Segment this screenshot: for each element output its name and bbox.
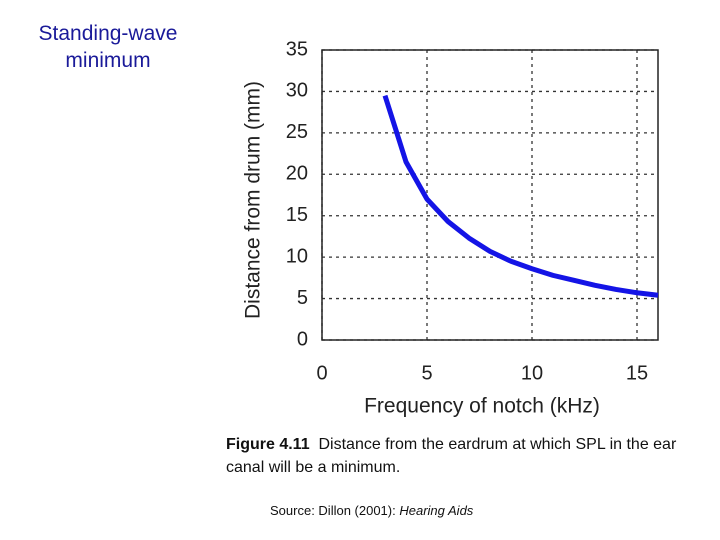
slide-heading: Standing-wave minimum <box>38 22 178 72</box>
caption-text: Distance from the eardrum at which SPL i… <box>226 436 677 476</box>
source-note: Source: Dillon (2001): Hearing Aids <box>270 503 473 518</box>
x-tick-label: 5 <box>421 362 432 384</box>
x-axis-label: Frequency of notch (kHz) <box>364 395 600 418</box>
y-tick-label: 35 <box>286 38 308 60</box>
source-prefix: Source: Dillon (2001): <box>270 503 396 518</box>
y-tick-label: 15 <box>286 204 308 226</box>
y-tick-label: 0 <box>297 328 308 350</box>
x-tick-label: 0 <box>316 362 327 384</box>
y-tick-label: 10 <box>286 245 308 267</box>
y-tick-label: 20 <box>286 163 308 185</box>
y-tick-label: 25 <box>286 121 308 143</box>
x-tick-label: 15 <box>626 362 648 384</box>
plot-frame <box>321 49 659 341</box>
x-tick-label: 10 <box>521 362 543 384</box>
source-title: Hearing Aids <box>399 503 474 518</box>
data-line <box>382 94 659 298</box>
caption-label: Figure 4.11 <box>226 436 310 453</box>
y-axis-label: Distance from drum (mm) <box>242 81 265 319</box>
y-tick-label: 5 <box>297 287 308 309</box>
y-tick-label: 30 <box>286 80 308 102</box>
figure-caption: Figure 4.11 Distance from the eardrum at… <box>226 433 686 479</box>
